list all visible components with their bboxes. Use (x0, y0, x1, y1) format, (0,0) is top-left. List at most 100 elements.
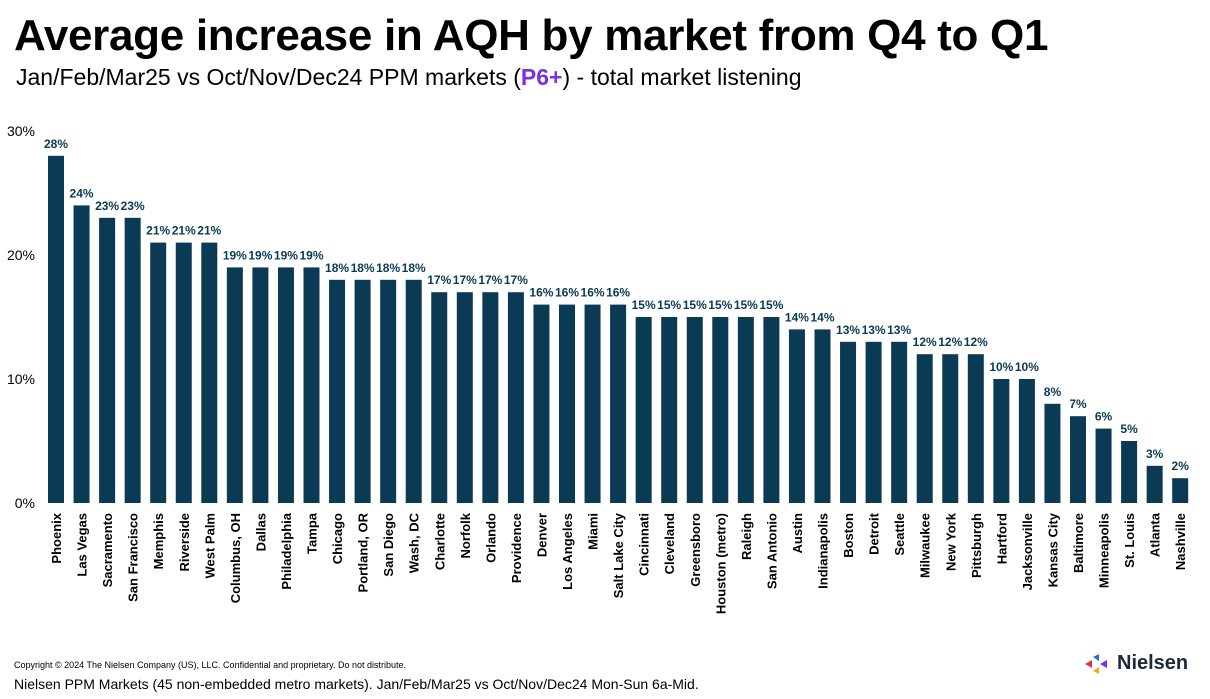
data-label: 10% (989, 360, 1013, 374)
data-label: 17% (427, 273, 451, 287)
bar (201, 242, 218, 503)
bar (1172, 478, 1189, 503)
bar (1044, 403, 1061, 503)
bar (252, 267, 269, 503)
bar (303, 267, 320, 503)
bar (99, 217, 116, 504)
bar (916, 354, 933, 503)
data-label: 12% (913, 335, 937, 349)
y-tick-label: 20% (7, 247, 35, 263)
data-label: 17% (504, 273, 528, 287)
data-label: 7% (1069, 397, 1087, 411)
subtitle-accent: P6+ (520, 64, 563, 90)
x-category-label: Denver (534, 513, 549, 557)
x-category-label: Cleveland (662, 513, 677, 574)
bar (840, 341, 857, 503)
nielsen-logo: Nielsen (1083, 652, 1188, 675)
data-label: 15% (759, 298, 783, 312)
nielsen-logo-text: Nielsen (1117, 652, 1189, 674)
data-label: 19% (299, 248, 323, 262)
data-label: 17% (478, 273, 502, 287)
bar (686, 317, 703, 503)
bar (73, 205, 90, 503)
bar (1121, 441, 1138, 503)
data-label: 28% (44, 137, 68, 151)
x-category-label: Minneapolis (1097, 513, 1112, 588)
data-label: 16% (581, 286, 605, 300)
data-label: 16% (606, 286, 630, 300)
bar (993, 379, 1010, 503)
x-category-label: Detroit (867, 512, 882, 555)
bar (354, 279, 371, 503)
bar (124, 217, 141, 504)
x-category-label: Providence (509, 513, 524, 583)
data-label: 18% (325, 261, 349, 275)
bar (277, 267, 294, 503)
x-category-label: Seattle (892, 513, 907, 556)
data-label: 10% (1015, 360, 1039, 374)
bar-chart: 0% 10% 20% 30% 28% Phoenix 24% Las Vegas 23% Sacr… (7, 123, 1190, 614)
bar (482, 292, 499, 503)
data-label: 12% (938, 335, 962, 349)
x-category-label: Memphis (151, 513, 166, 569)
data-label: 18% (351, 261, 375, 275)
x-category-label: Baltimore (1071, 513, 1086, 573)
x-category-label: Wash, DC (407, 512, 422, 573)
data-label: 14% (810, 310, 834, 324)
data-label: 15% (708, 298, 732, 312)
x-category-label: Cincinnati (637, 513, 652, 576)
bar (48, 155, 64, 504)
x-category-label: Pittsburgh (969, 513, 984, 578)
data-label: 2% (1172, 459, 1190, 473)
x-category-label: Philadelphia (279, 512, 294, 589)
data-label: 16% (555, 286, 579, 300)
bar (737, 317, 754, 503)
x-category-label: Los Angeles (560, 513, 575, 590)
bar (507, 292, 524, 503)
data-label: 15% (683, 298, 707, 312)
data-label: 21% (146, 224, 170, 238)
data-label: 21% (197, 224, 221, 238)
x-category-label: Tampa (305, 512, 320, 554)
bar (1070, 416, 1086, 503)
x-category-label: New York (943, 512, 958, 571)
bar (405, 279, 422, 503)
x-category-label: Orlando (483, 513, 498, 563)
subtitle-text-after: ) - total market listening (562, 64, 802, 90)
bar (891, 341, 908, 503)
copyright-notice: Copyright © 2024 The Nielsen Company (US… (14, 660, 406, 670)
data-label: 15% (632, 298, 656, 312)
data-label: 18% (402, 261, 426, 275)
data-label: 19% (274, 248, 298, 262)
bar (175, 242, 192, 503)
x-category-label: Miami (586, 513, 601, 550)
bar (635, 317, 652, 503)
y-tick-label: 10% (7, 371, 35, 387)
data-label: 8% (1044, 385, 1062, 399)
chart-subtitle: Jan/Feb/Mar25 vs Oct/Nov/Dec24 PPM marke… (16, 63, 802, 91)
data-label: 21% (172, 224, 196, 238)
data-label: 19% (223, 248, 247, 262)
x-category-label: Austin (790, 513, 805, 554)
x-category-label: Norfolk (458, 512, 473, 558)
x-category-label: Raleigh (739, 513, 754, 560)
data-label: 17% (453, 273, 477, 287)
bar (431, 292, 448, 503)
x-category-label: San Antonio (764, 513, 779, 589)
x-category-label: San Francisco (126, 513, 141, 602)
x-category-label: Las Vegas (75, 513, 90, 577)
bar (661, 317, 678, 503)
bar (533, 304, 550, 503)
x-category-label: Jacksonville (1020, 513, 1035, 590)
bar (610, 304, 627, 503)
chart-title: Average increase in AQH by market from Q… (14, 11, 1049, 60)
data-label: 15% (734, 298, 758, 312)
bar (329, 279, 346, 503)
data-label: 6% (1095, 410, 1113, 424)
bar (814, 329, 831, 503)
x-category-label: Nashville (1173, 513, 1188, 570)
bar (226, 267, 243, 503)
x-category-label: Riverside (177, 513, 192, 572)
y-tick-label: 30% (7, 123, 35, 139)
x-category-label: Sacramento (100, 513, 115, 587)
